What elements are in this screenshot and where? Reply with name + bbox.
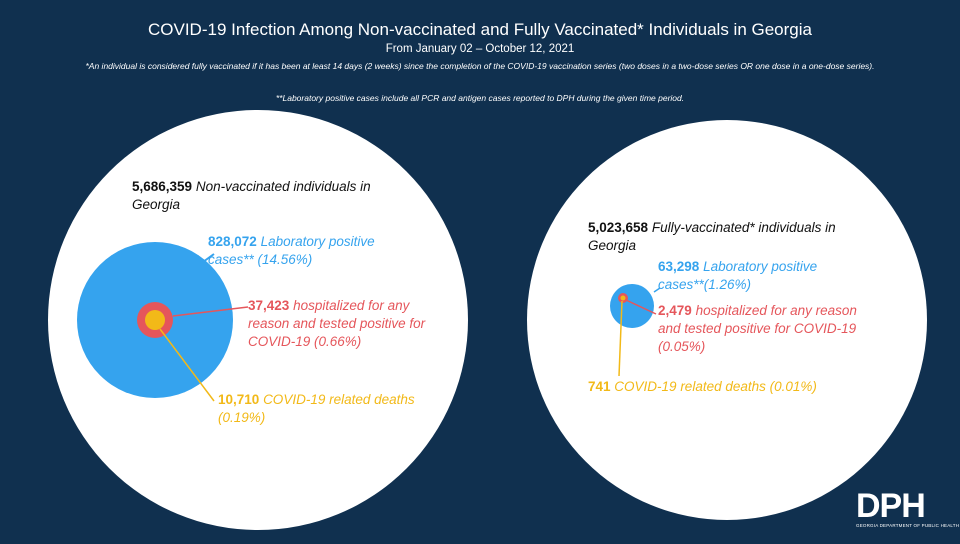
- page-title: COVID-19 Infection Among Non-vaccinated …: [148, 20, 812, 39]
- non-vaccinated-cases-leader: [202, 253, 215, 263]
- fully-vaccinated-cases-label: 63,298 Laboratory positive cases**(1.26%…: [658, 258, 848, 294]
- non-vaccinated-hospitalized-text: hospitalized for any reason and tested p…: [248, 298, 426, 349]
- fully-vaccinated-population-label: 5,023,658 Fully-vaccinated* individuals …: [588, 219, 873, 255]
- non-vaccinated-cases-text: Laboratory positive cases** (14.56%): [208, 234, 375, 267]
- non-vaccinated-deaths-label: 10,710 COVID-19 related deaths (0.19%): [218, 391, 418, 427]
- non-vaccinated-population-circle: [48, 110, 468, 530]
- fully-vaccinated-cases-value: 63,298: [658, 259, 700, 274]
- non-vaccinated-hospitalized-label: 37,423 hospitalized for any reason and t…: [248, 297, 453, 351]
- fully-vaccinated-definition-note: *An individual is considered fully vacci…: [85, 61, 875, 71]
- fully-vaccinated-hospitalized-value: 2,479: [658, 303, 692, 318]
- laboratory-cases-note: **Laboratory positive cases include all …: [275, 93, 685, 103]
- non-vaccinated-cases-label: 828,072 Laboratory positive cases** (14.…: [208, 233, 408, 269]
- non-vaccinated-population-text: Non-vaccinated individuals in Georgia: [132, 179, 371, 212]
- non-vaccinated-deaths-circle: [145, 310, 165, 330]
- dph-logo: DPH GEORGIA DEPARTMENT OF PUBLIC HEALTH: [856, 487, 960, 532]
- non-vaccinated-deaths-text: COVID-19 related deaths (0.19%): [218, 392, 415, 425]
- fully-vaccinated-hospitalized-text: hospitalized for any reason and tested p…: [658, 303, 857, 354]
- fully-vaccinated-cases-circle: [610, 284, 654, 328]
- non-vaccinated-cases-value: 828,072: [208, 234, 257, 249]
- non-vaccinated-population-value: 5,686,359: [132, 179, 193, 194]
- non-vaccinated-deaths-leader: [159, 328, 215, 402]
- fully-vaccinated-hospitalized-leader: [625, 299, 657, 315]
- fully-vaccinated-deaths-value: 741: [588, 379, 611, 394]
- fully-vaccinated-population-text: Fully-vaccinated* individuals in Georgia: [588, 220, 836, 253]
- fully-vaccinated-population-circle: [527, 120, 927, 520]
- fully-vaccinated-population-value: 5,023,658: [588, 220, 649, 235]
- non-vaccinated-population-label: 5,686,359 Non-vaccinated individuals in …: [132, 178, 392, 214]
- fully-vaccinated-deaths-label: 741 COVID-19 related deaths (0.01%): [588, 378, 848, 396]
- date-range-subtitle: From January 02 – October 12, 2021: [385, 43, 575, 55]
- non-vaccinated-hospitalized-value: 37,423: [248, 298, 290, 313]
- fully-vaccinated-cases-leader: [653, 287, 661, 293]
- dph-logo-letters: DPH: [856, 487, 926, 525]
- dph-logo-subtext: GEORGIA DEPARTMENT OF PUBLIC HEALTH: [856, 523, 960, 528]
- fully-vaccinated-cases-text: Laboratory positive cases**(1.26%): [658, 259, 818, 292]
- non-vaccinated-hospitalized-leader: [172, 306, 249, 317]
- fully-vaccinated-deaths-leader: [618, 300, 623, 377]
- non-vaccinated-deaths-value: 10,710: [218, 392, 260, 407]
- fully-vaccinated-deaths-circle: [620, 295, 626, 301]
- fully-vaccinated-deaths-text: COVID-19 related deaths (0.01%): [614, 379, 817, 394]
- fully-vaccinated-hospitalized-label: 2,479 hospitalized for any reason and te…: [658, 302, 883, 356]
